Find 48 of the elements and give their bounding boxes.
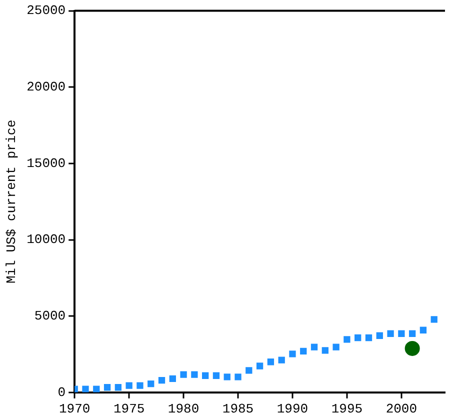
y-tick-label: 15000 (26, 156, 66, 171)
point (82, 386, 89, 392)
point (430, 316, 438, 323)
point (289, 350, 296, 358)
point (387, 330, 394, 337)
point (354, 334, 362, 342)
y-tick-label: 10000 (26, 232, 66, 248)
x-tick-label: 1995 (331, 402, 363, 417)
point (256, 362, 264, 370)
point (278, 356, 285, 364)
point (126, 382, 132, 389)
point (300, 348, 307, 355)
y-tick-label: 25000 (26, 3, 66, 18)
x-tick-label: 1975 (113, 402, 145, 417)
point (267, 358, 274, 366)
point (93, 386, 100, 392)
point (408, 330, 416, 337)
point (104, 384, 111, 391)
point (180, 371, 187, 378)
point (191, 371, 198, 378)
point (376, 332, 383, 339)
point (114, 384, 122, 391)
point (246, 367, 252, 374)
point (322, 347, 328, 354)
x-tick-label: 1985 (222, 402, 254, 417)
point (398, 330, 405, 337)
point (234, 374, 242, 380)
point (202, 372, 209, 379)
y-tick-label: 5000 (34, 308, 66, 324)
point (332, 344, 340, 350)
point (310, 344, 318, 350)
x-tick-label: 1980 (168, 402, 200, 417)
point (136, 382, 144, 389)
x-tick-label: 1990 (276, 402, 308, 417)
point (365, 334, 372, 342)
y-tick-label: 0 (58, 384, 66, 400)
point (404, 340, 420, 356)
point (169, 375, 176, 382)
point (148, 380, 154, 388)
point (212, 372, 220, 379)
y-tick-label: 20000 (26, 80, 66, 95)
y-axis-title: Mil US$ current price (4, 120, 20, 284)
x-tick-label: 1970 (58, 402, 90, 417)
point (344, 336, 350, 343)
point (158, 377, 166, 384)
x-tick-label: 2000 (386, 402, 418, 417)
point (420, 326, 427, 334)
point (224, 374, 230, 380)
